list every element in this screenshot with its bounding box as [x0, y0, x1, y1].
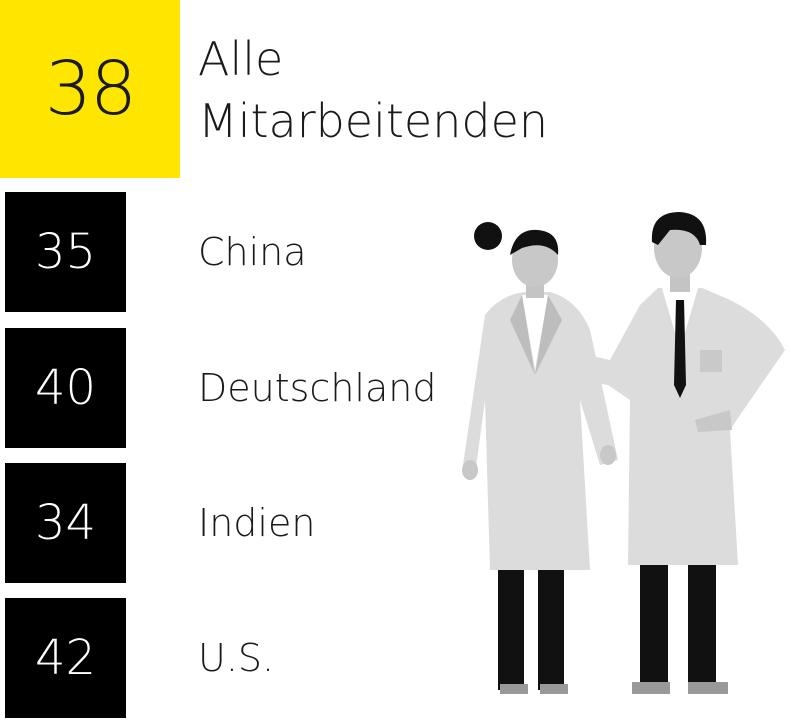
item-value: 40: [5, 328, 126, 448]
page: 38 Alle Mitarbeitenden 35 China 40 Deutschl…: [0, 0, 791, 721]
headline-value: 38: [0, 0, 180, 178]
item-label: China: [198, 192, 307, 312]
item-label: Deutschland: [198, 328, 436, 448]
item-label: Indien: [198, 463, 315, 583]
woman: [462, 222, 618, 694]
item-value: 42: [5, 598, 126, 718]
illustration: [440, 200, 790, 700]
item-value: 34: [5, 463, 126, 583]
headline-label: Alle Mitarbeitenden: [198, 28, 618, 152]
item-value: 35: [5, 192, 126, 312]
item-label: U.S.: [198, 598, 274, 718]
